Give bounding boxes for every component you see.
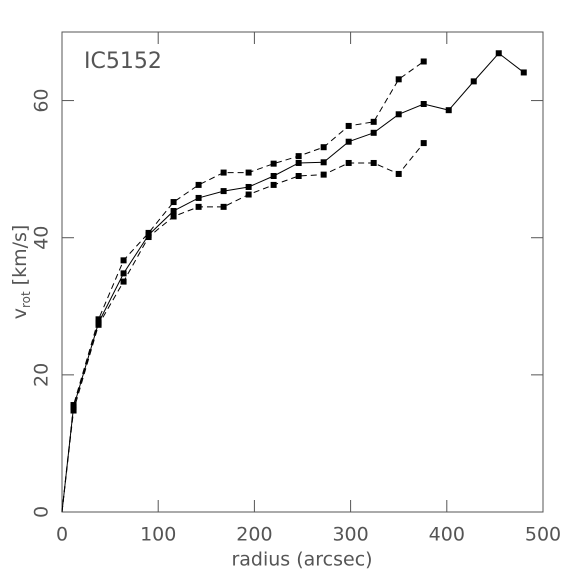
- data-point: [420, 101, 427, 107]
- data-point: [345, 138, 352, 145]
- data-point: [95, 316, 102, 323]
- data-point: [120, 270, 127, 277]
- data-point: [145, 229, 152, 236]
- data-point: [420, 140, 427, 147]
- data-point: [220, 188, 227, 195]
- data-point: [195, 203, 202, 210]
- plot-frame: [61, 31, 544, 513]
- data-point: [220, 169, 227, 176]
- data-point: [245, 183, 252, 190]
- x-tick-label: 400: [429, 524, 465, 546]
- data-point: [445, 107, 452, 114]
- data-point: [170, 207, 177, 214]
- y-tick-label: 0: [31, 506, 53, 518]
- data-point: [370, 129, 377, 136]
- data-point: [195, 181, 202, 188]
- data-point: [320, 144, 327, 151]
- data-point: [170, 199, 177, 206]
- data-point: [145, 234, 152, 241]
- data-point: [420, 58, 427, 65]
- data-point: [520, 69, 527, 76]
- data-point: [70, 407, 77, 414]
- data-point: [320, 171, 327, 178]
- x-tick-label: 100: [140, 524, 176, 546]
- y-axis-label: vrot [km/s]: [9, 225, 33, 320]
- y-tick-label: 60: [31, 88, 53, 112]
- data-point: [195, 194, 202, 201]
- data-point: [245, 169, 252, 176]
- data-point: [345, 122, 352, 129]
- data-point: [320, 159, 327, 166]
- data-point: [295, 173, 302, 179]
- data-point: [120, 257, 127, 264]
- y-label-unit: [km/s]: [9, 225, 31, 286]
- x-tick-label: 300: [332, 524, 368, 546]
- y-tick-label: 40: [31, 226, 53, 250]
- data-point: [295, 159, 302, 166]
- y-tick-label: 20: [31, 363, 53, 387]
- data-point: [270, 181, 277, 188]
- data-point: [345, 159, 352, 166]
- data-point: [220, 203, 227, 210]
- data-point: [495, 50, 502, 57]
- x-tick-label: 500: [525, 524, 561, 546]
- y-label-main: v: [9, 308, 31, 319]
- x-axis-label: radius (arcsec): [231, 549, 372, 571]
- data-point: [370, 159, 377, 166]
- data-point: [370, 118, 377, 125]
- annotation: IC5152: [84, 49, 162, 74]
- y-label-sub: rot: [19, 291, 33, 308]
- series-line: [61, 142, 425, 513]
- data-point: [295, 153, 302, 160]
- data-point: [395, 76, 402, 83]
- data-point: [395, 111, 402, 118]
- data-point: [395, 170, 402, 177]
- data-point: [120, 278, 127, 285]
- data-point: [470, 78, 477, 85]
- x-tick-label: 200: [236, 524, 272, 546]
- data-point: [95, 321, 102, 328]
- data-point: [70, 402, 77, 409]
- data-point: [170, 213, 177, 220]
- series-line: [61, 52, 525, 513]
- x-tick-label: 0: [56, 524, 68, 546]
- data-point: [245, 191, 252, 198]
- data-point: [270, 173, 277, 179]
- data-point: [270, 160, 277, 167]
- series-line: [61, 61, 425, 513]
